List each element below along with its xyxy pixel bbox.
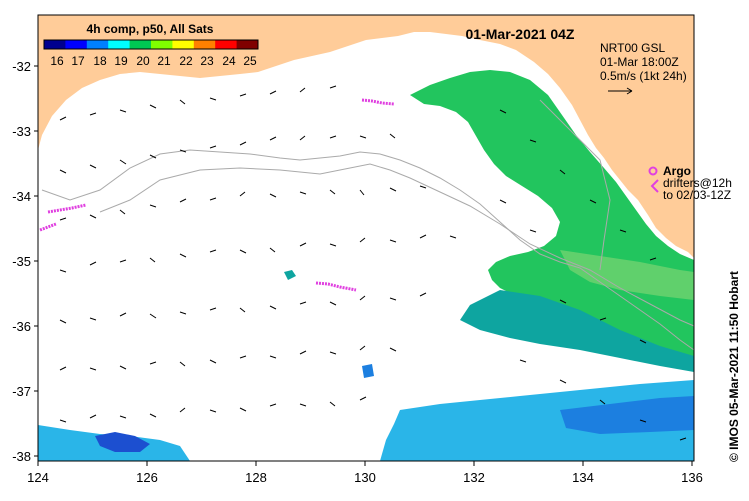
colorbar-label: 22 bbox=[179, 54, 193, 68]
y-tick-label: -35 bbox=[12, 254, 31, 269]
map-frame bbox=[37, 14, 695, 462]
x-tick-label: 130 bbox=[354, 470, 376, 485]
x-axis: 124 126 128 130 132 134 136 bbox=[27, 461, 703, 485]
colorbar-swatch bbox=[44, 40, 66, 49]
colorbar-swatch bbox=[215, 40, 238, 49]
argo-track bbox=[47, 203, 87, 214]
map-timestamp: 01-Mar-2021 04Z bbox=[466, 26, 575, 42]
argo-track bbox=[361, 98, 395, 106]
drifter-legend-line1: drifters@12h bbox=[663, 176, 732, 190]
colorbar-swatch bbox=[65, 40, 88, 49]
x-tick-label: 136 bbox=[681, 470, 703, 485]
argo-legend: Argo drifters@12h to 02/03-12Z bbox=[648, 164, 732, 202]
x-tick-label: 132 bbox=[463, 470, 485, 485]
colorbar-swatch bbox=[193, 40, 216, 49]
credit-text: © IMOS 05-Mar-2021 11:50 Hobart bbox=[727, 271, 741, 462]
y-axis: -32 -33 -34 -35 -36 -37 -38 bbox=[12, 59, 38, 464]
x-tick-label: 126 bbox=[136, 470, 158, 485]
land-mass bbox=[38, 15, 694, 258]
colorbar-swatch bbox=[236, 40, 259, 49]
colorbar-swatch bbox=[86, 40, 109, 49]
drifter-marker-icon bbox=[650, 179, 659, 193]
sst-patches bbox=[38, 70, 694, 461]
y-tick-label: -36 bbox=[12, 319, 31, 334]
y-tick-label: -37 bbox=[12, 384, 31, 399]
y-tick-label: -32 bbox=[12, 59, 31, 74]
colorbar-label: 17 bbox=[71, 54, 85, 68]
y-tick-label: -34 bbox=[12, 189, 31, 204]
current-legend-line1: NRT00 GSL bbox=[600, 41, 665, 55]
colorbar-swatch bbox=[151, 40, 173, 49]
colorbar-label: 23 bbox=[200, 54, 214, 68]
x-tick-label: 124 bbox=[27, 470, 49, 485]
argo-track bbox=[315, 281, 357, 292]
colorbar-title: 4h comp, p50, All Sats bbox=[87, 22, 214, 36]
colorbar-swatch bbox=[108, 40, 131, 49]
bathymetry-contours bbox=[41, 99, 695, 351]
drifter-legend-line2: to 02/03-12Z bbox=[663, 188, 731, 202]
colorbar-label: 25 bbox=[243, 54, 257, 68]
colorbar-swatch bbox=[129, 40, 152, 49]
y-tick-label: -38 bbox=[12, 449, 31, 464]
current-legend-line2: 01-Mar 18:00Z bbox=[600, 55, 679, 69]
colorbar-label: 24 bbox=[222, 54, 236, 68]
y-tick-label: -33 bbox=[12, 124, 31, 139]
argo-drifter-tracks bbox=[39, 98, 395, 292]
current-vectors bbox=[59, 85, 687, 441]
argo-legend-label: Argo bbox=[663, 164, 691, 178]
colorbar-label: 19 bbox=[114, 54, 128, 68]
colorbar-swatch bbox=[172, 40, 195, 49]
argo-marker-icon bbox=[648, 166, 658, 176]
colorbar-label: 16 bbox=[50, 54, 64, 68]
colorbar-label: 20 bbox=[136, 54, 150, 68]
current-legend: NRT00 GSL 01-Mar 18:00Z 0.5m/s (1kt 24h) bbox=[600, 41, 687, 95]
colorbar: 4h comp, p50, All Sats 16 17 18 19 20 21… bbox=[43, 22, 259, 68]
x-tick-label: 128 bbox=[245, 470, 267, 485]
x-tick-label: 134 bbox=[572, 470, 594, 485]
colorbar-label: 21 bbox=[157, 54, 171, 68]
colorbar-label: 18 bbox=[93, 54, 107, 68]
current-scale-arrowhead bbox=[626, 87, 633, 95]
current-legend-line3: 0.5m/s (1kt 24h) bbox=[600, 69, 687, 83]
